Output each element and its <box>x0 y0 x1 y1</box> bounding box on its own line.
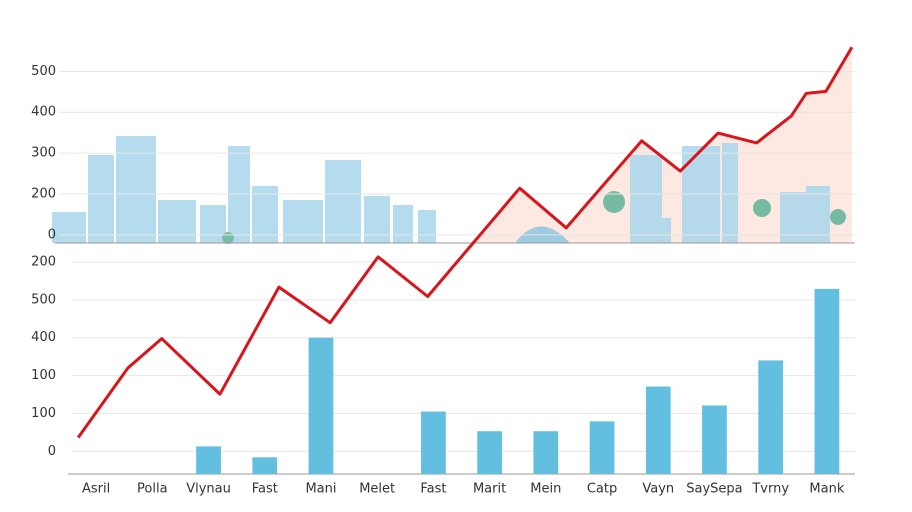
y-tick-label: 500 <box>31 292 56 307</box>
bar <box>814 288 840 474</box>
x-tick-label: Vlynau <box>186 482 231 497</box>
y-tick-label: 400 <box>31 330 56 345</box>
y-tick-label: 0 <box>48 227 56 242</box>
x-tick-label: Vayn <box>642 482 674 497</box>
bar <box>645 386 671 474</box>
bar <box>196 446 221 474</box>
x-tick-label: Tvrny <box>751 482 789 497</box>
x-tick-label: Mani <box>305 482 336 497</box>
y-tick-label: 200 <box>31 255 56 270</box>
x-tick-label: Catp <box>587 482 617 497</box>
y-tick-label: 300 <box>31 146 56 161</box>
y-tick-label: 0 <box>48 444 56 459</box>
bar <box>477 431 502 474</box>
bar <box>252 457 278 474</box>
bar <box>589 421 615 474</box>
y-tick-label: 100 <box>31 406 56 421</box>
bar <box>533 431 559 474</box>
y-tick-label: 500 <box>31 64 56 79</box>
bar <box>421 411 446 474</box>
x-tick-label: Melet <box>359 482 395 497</box>
line <box>76 46 854 439</box>
y-tick-label: 400 <box>31 105 56 120</box>
y-tick-label: 100 <box>31 368 56 383</box>
bar <box>308 337 334 474</box>
x-tick-label: Asril <box>82 482 110 497</box>
bar <box>702 405 727 474</box>
x-tick-label: Marit <box>473 482 506 497</box>
x-tick-label: Fast <box>420 482 446 497</box>
x-tick-label: Mein <box>530 482 561 497</box>
x-tick-label: SaySepa <box>686 482 742 497</box>
x-tick-label: Mank <box>809 482 844 497</box>
x-tick-label: Polla <box>137 482 168 497</box>
bar <box>758 360 784 474</box>
y-tick-label: 200 <box>31 186 56 201</box>
x-tick-label: Fast <box>252 482 278 497</box>
city-illustration <box>52 136 846 244</box>
